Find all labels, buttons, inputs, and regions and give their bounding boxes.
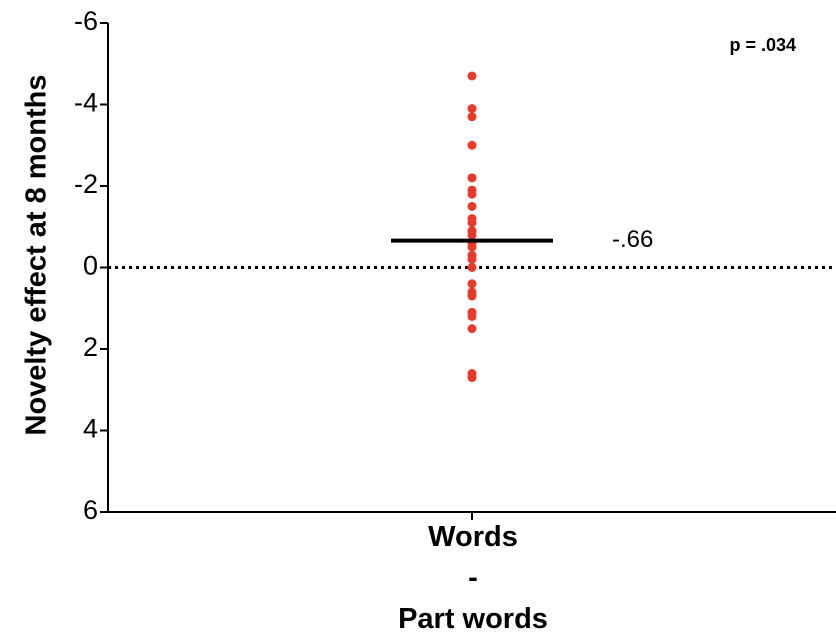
- y-tick-label: 0: [83, 251, 98, 281]
- data-point: [467, 71, 477, 81]
- data-point: [467, 311, 477, 321]
- data-point: [467, 291, 477, 301]
- data-point: [467, 201, 477, 211]
- data-point: [467, 242, 477, 252]
- data-point: [467, 189, 477, 199]
- data-point: [467, 324, 477, 334]
- mean-label: -.66: [612, 226, 653, 253]
- data-point: [467, 230, 477, 240]
- y-tick-label: 2: [83, 332, 98, 362]
- y-tick-label: 6: [83, 495, 98, 525]
- data-point: [467, 218, 477, 228]
- data-point: [467, 112, 477, 122]
- data-point: [467, 373, 477, 383]
- data-point: [467, 263, 477, 272]
- data-point: [467, 254, 477, 264]
- annotation: p = .034: [729, 35, 796, 55]
- y-tick-label: 4: [83, 414, 98, 444]
- data-point: [467, 140, 477, 150]
- data-point: [467, 279, 477, 289]
- y-axis-label: Novelty effect at 8 months: [21, 75, 53, 436]
- data-point: [467, 173, 477, 183]
- y-tick-label: -2: [74, 169, 98, 199]
- y-tick-label: -6: [74, 6, 98, 36]
- x-tick-label: Words - Part words: [398, 521, 548, 635]
- data-point: [467, 104, 477, 114]
- y-tick-label: -4: [74, 88, 98, 118]
